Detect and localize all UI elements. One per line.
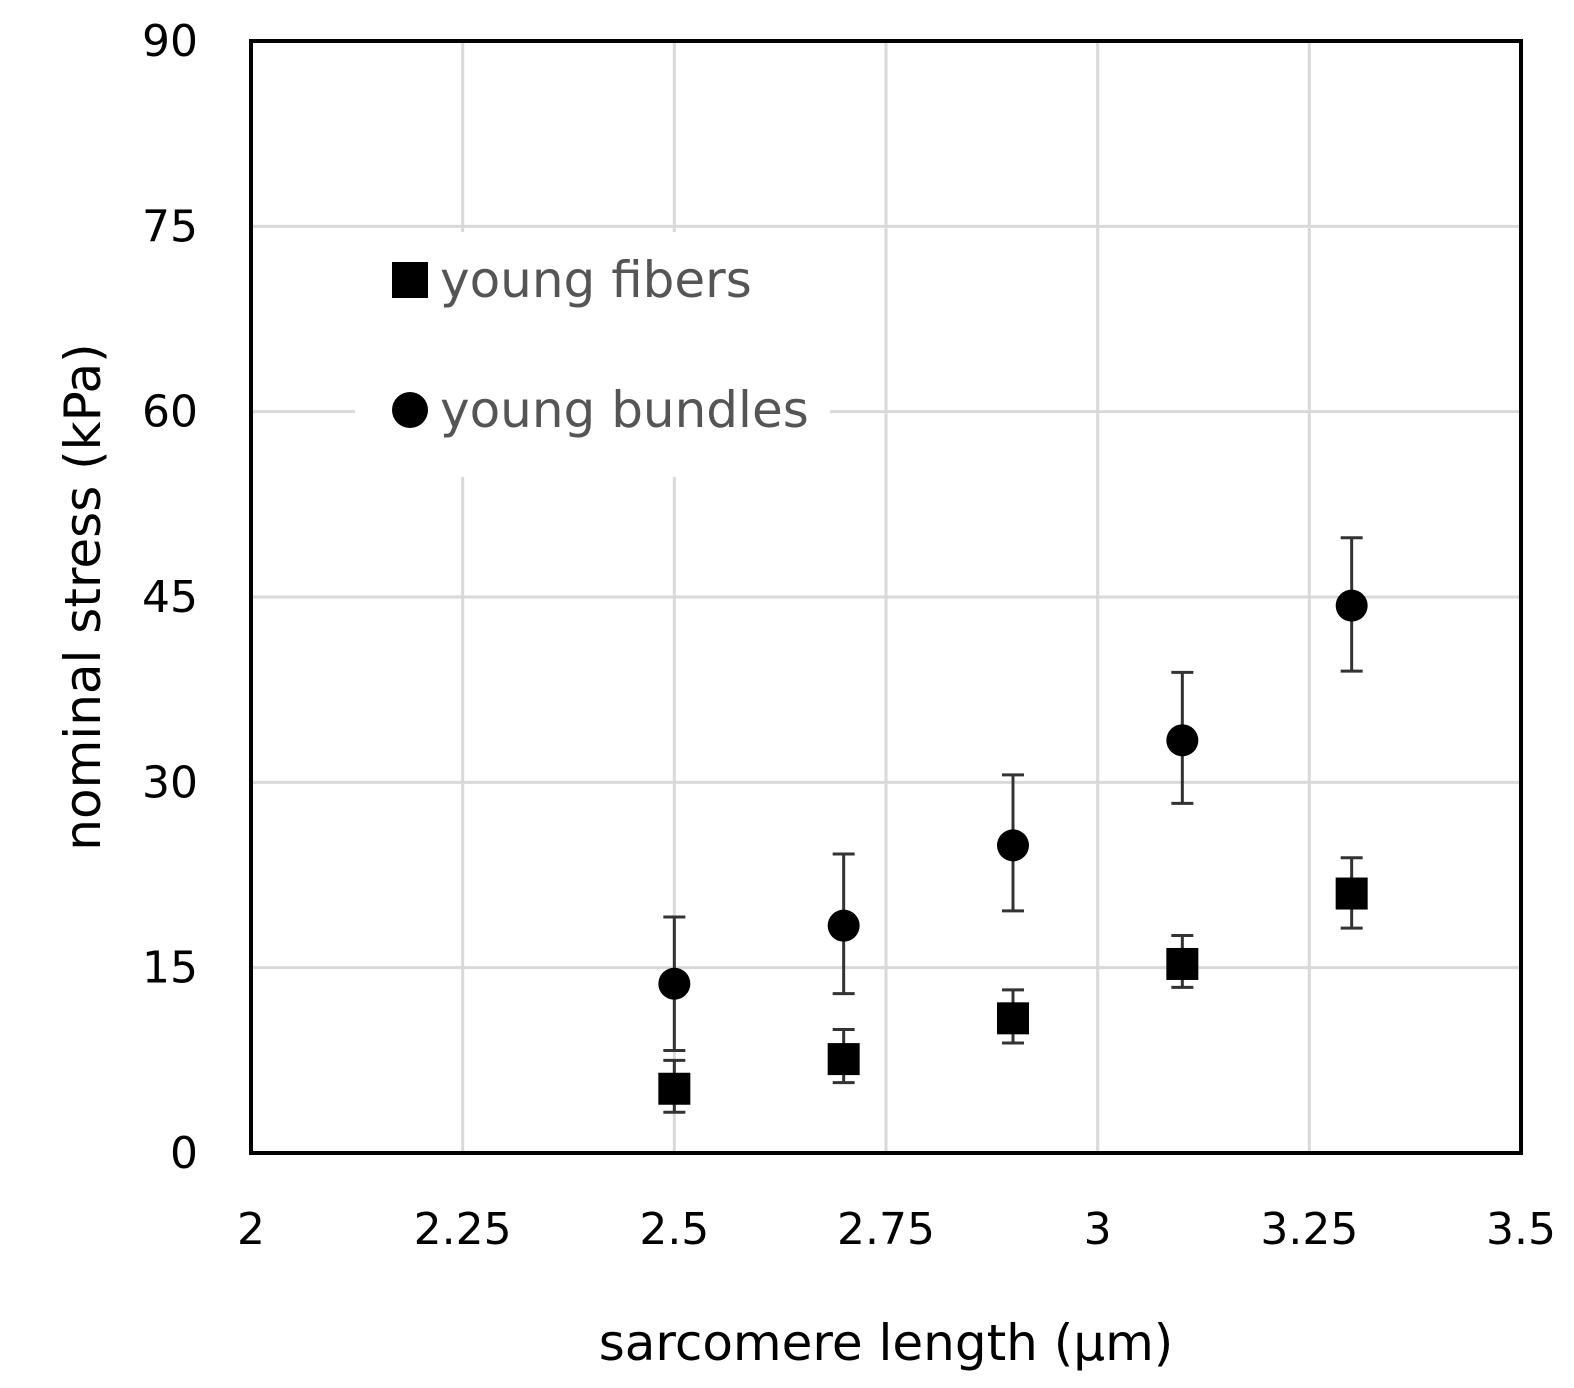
legend-background bbox=[355, 232, 830, 477]
fiber-point bbox=[1166, 947, 1199, 980]
y-axis-ticks: 0 15 30 45 60 75 90 bbox=[142, 16, 198, 1179]
y-tick-label: 30 bbox=[142, 757, 198, 808]
y-tick-label: 90 bbox=[142, 16, 198, 67]
x-tick-label: 2.75 bbox=[837, 1204, 935, 1255]
x-tick-label: 3 bbox=[1084, 1204, 1112, 1255]
y-axis-title: nominal stress (kPa) bbox=[54, 343, 112, 850]
x-axis-title: sarcomere length (µm) bbox=[599, 1314, 1174, 1372]
x-tick-label: 2.5 bbox=[639, 1204, 709, 1255]
x-axis-ticks: 2 2.25 2.5 2.75 3 3.25 3.5 bbox=[237, 1204, 1556, 1255]
fiber-point bbox=[827, 1043, 860, 1076]
bundle-point bbox=[658, 967, 691, 1000]
bundle-point bbox=[1335, 589, 1368, 622]
x-tick-label: 3.5 bbox=[1486, 1204, 1556, 1255]
y-tick-label: 75 bbox=[142, 201, 198, 252]
data-marks bbox=[658, 536, 1368, 1114]
x-tick-label: 3.25 bbox=[1260, 1204, 1358, 1255]
fiber-point bbox=[658, 1072, 691, 1105]
y-tick-label: 15 bbox=[142, 943, 198, 994]
y-tick-label: 60 bbox=[142, 387, 198, 438]
bundle-point bbox=[827, 909, 860, 942]
legend: young fibers young bundles bbox=[355, 232, 830, 477]
bundle-point bbox=[997, 829, 1029, 862]
fiber-point bbox=[997, 1002, 1029, 1035]
x-tick-label: 2.25 bbox=[414, 1204, 512, 1255]
legend-label: young bundles bbox=[440, 381, 809, 439]
y-tick-label: 45 bbox=[142, 572, 198, 623]
y-tick-label: 0 bbox=[170, 1128, 198, 1179]
legend-square-marker bbox=[392, 262, 428, 298]
fiber-point bbox=[1335, 877, 1368, 910]
bundle-point bbox=[1166, 724, 1199, 757]
x-tick-label: 2 bbox=[237, 1204, 265, 1255]
plot-frame bbox=[249, 39, 1523, 1155]
legend-label: young fibers bbox=[440, 251, 752, 309]
legend-circle-marker bbox=[392, 392, 428, 428]
